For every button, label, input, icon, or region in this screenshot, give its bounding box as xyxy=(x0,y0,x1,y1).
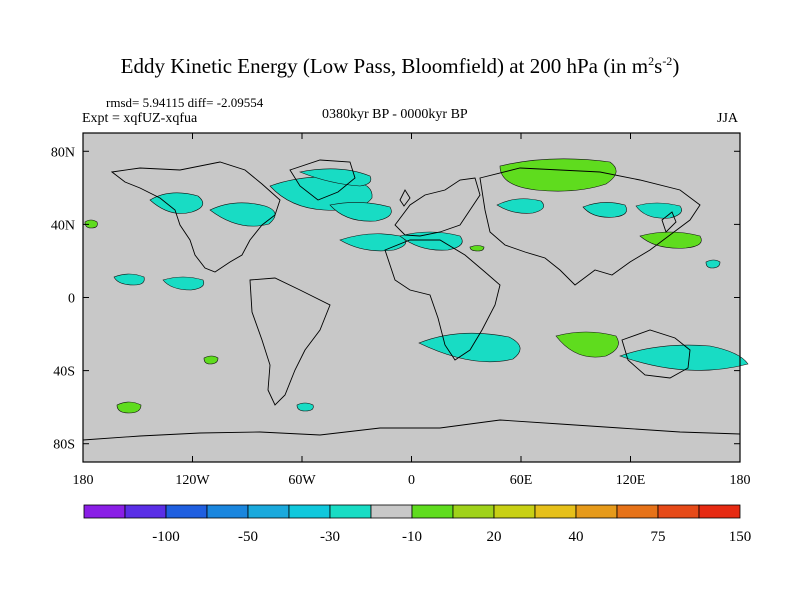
x-tick-label: 180 xyxy=(730,473,751,488)
colorbar-swatch xyxy=(657,504,700,519)
y-tick-label: 80N xyxy=(51,145,75,160)
anomaly-region xyxy=(329,202,392,222)
colorbar-label: 150 xyxy=(729,529,752,545)
anomaly-region xyxy=(399,231,463,251)
colorbar-swatch xyxy=(411,504,454,519)
colorbar-swatch xyxy=(534,504,577,519)
anomaly-region xyxy=(149,192,204,214)
colorbar-swatch xyxy=(452,504,495,519)
y-tick-label: 40S xyxy=(53,365,75,380)
anomaly-region xyxy=(296,402,314,412)
colorbar-swatch xyxy=(575,504,618,519)
x-tick-label: 180 xyxy=(73,473,94,488)
x-axis: 180 120W 60W 0 60E 120E 180 xyxy=(73,133,751,488)
colorbar-swatch xyxy=(124,504,167,519)
chart-title: Eddy Kinetic Energy (Low Pass, Bloomfiel… xyxy=(120,54,680,78)
anomaly-region xyxy=(162,276,205,291)
coastline-uk xyxy=(399,189,411,207)
anomaly-region xyxy=(582,202,627,218)
coastline-north-america xyxy=(110,161,281,273)
anomaly-region xyxy=(555,331,619,358)
coastline-europe xyxy=(394,177,481,237)
colorbar-swatch xyxy=(206,504,249,519)
coastline-africa xyxy=(384,239,501,361)
y-axis: 80N 40N 0 40S 80S xyxy=(51,145,740,453)
colorbar-label: 40 xyxy=(569,529,584,545)
colorbar-label: 75 xyxy=(651,529,666,545)
anomaly-region xyxy=(499,158,617,192)
y-tick-label: 80S xyxy=(53,438,75,453)
expt-label: Expt = xqfUZ-xqfua xyxy=(82,111,198,126)
x-tick-label: 120E xyxy=(616,473,646,488)
colorbar: -100 -50 -30 -10 20 40 75 150 xyxy=(83,504,752,545)
anomaly-region xyxy=(469,245,485,252)
negative-anomaly-regions xyxy=(113,168,749,412)
colorbar-label: -10 xyxy=(402,529,422,545)
anomaly-region xyxy=(639,231,702,249)
anomaly-region xyxy=(705,259,721,269)
colorbar-label: -30 xyxy=(320,529,340,545)
anomaly-region xyxy=(116,401,142,414)
colorbar-label: -50 xyxy=(238,529,258,545)
y-tick-label: 40N xyxy=(51,218,75,233)
anomaly-region xyxy=(635,202,682,219)
coastline-australia xyxy=(621,329,691,379)
colorbar-swatch xyxy=(288,504,331,519)
colorbar-swatch xyxy=(370,504,413,519)
x-tick-label: 60E xyxy=(510,473,533,488)
anomaly-region xyxy=(496,198,544,214)
y-tick-label: 0 xyxy=(68,292,75,307)
positive-anomaly-regions xyxy=(84,158,702,414)
anomaly-region xyxy=(84,219,98,229)
anomaly-region xyxy=(619,344,749,371)
colorbar-swatch xyxy=(493,504,536,519)
x-tick-label: 120W xyxy=(175,473,210,488)
colorbar-swatch xyxy=(247,504,290,519)
period-label: 0380kyr BP - 0000kyr BP xyxy=(322,107,468,122)
colorbar-swatch xyxy=(698,504,741,519)
coastline-japan xyxy=(661,211,677,233)
colorbar-swatch xyxy=(165,504,208,519)
coastlines xyxy=(82,159,741,441)
coastline-asia xyxy=(479,167,701,286)
colorbar-label: 20 xyxy=(487,529,502,545)
colorbar-swatch xyxy=(329,504,372,519)
season-label: JJA xyxy=(717,111,739,126)
x-tick-label: 60W xyxy=(288,473,316,488)
anomaly-region xyxy=(339,233,407,252)
coastline-greenland xyxy=(289,159,356,201)
coastline-antarctica xyxy=(82,419,741,441)
rmsd-label: rmsd= 5.94115 diff= -2.09554 xyxy=(106,95,264,110)
colorbar-swatch xyxy=(83,504,126,519)
anomaly-region xyxy=(418,332,521,363)
anomaly-region xyxy=(203,355,219,365)
colorbar-swatch xyxy=(616,504,659,519)
colorbar-label: -100 xyxy=(152,529,180,545)
coastline-south-america xyxy=(249,277,331,406)
map-background xyxy=(83,133,740,462)
x-tick-label: 0 xyxy=(408,473,415,488)
anomaly-region xyxy=(113,273,145,286)
